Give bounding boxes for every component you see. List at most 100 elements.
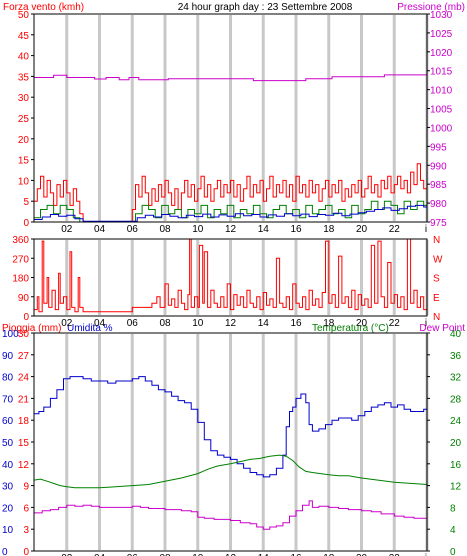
grid-bar-1-2 bbox=[98, 240, 101, 315]
wind-y-tick-0: 0 bbox=[23, 218, 29, 229]
grid-bar-1-11 bbox=[392, 240, 396, 315]
wind-y-tick-50: 50 bbox=[18, 10, 30, 21]
wind-y-tick-45: 45 bbox=[18, 31, 30, 42]
grid-bar-2-7 bbox=[261, 334, 265, 550]
x-tick-label-2-08: 08 bbox=[159, 553, 171, 556]
direction-y-tick-0: 0 bbox=[23, 312, 29, 323]
x-tick-label-1-10: 10 bbox=[192, 318, 204, 329]
x-tick-label-2-04: 04 bbox=[94, 553, 106, 556]
direction-y-tick-270: 270 bbox=[12, 254, 29, 265]
grid-bar-0-4 bbox=[163, 15, 167, 221]
x-tick-label-1-12: 12 bbox=[225, 318, 237, 329]
rain-y-tick-30: 30 bbox=[18, 329, 30, 340]
x-tick-label-0-10: 10 bbox=[192, 224, 204, 235]
x-tick-label-1-18: 18 bbox=[323, 318, 335, 329]
humidity-y-tick-50: 50 bbox=[2, 438, 14, 449]
humidity-y-tick-0: 0 bbox=[2, 547, 8, 556]
grid-bar-1-10 bbox=[360, 240, 363, 315]
pressure-y-tick-990: 990 bbox=[430, 161, 447, 172]
x-tick-label-1-06: 06 bbox=[127, 318, 139, 329]
cardinal-label-2: S bbox=[433, 274, 440, 285]
pressure-y-tick-980: 980 bbox=[430, 199, 447, 210]
humidity-y-tick-80: 80 bbox=[2, 373, 14, 384]
x-tick-label-0-04: 04 bbox=[94, 224, 106, 235]
x-tick-label-0-22: 22 bbox=[389, 224, 401, 235]
x-tick-label-2-22: 22 bbox=[389, 553, 401, 556]
grid-bar-2-1 bbox=[65, 334, 69, 550]
x-tick-label-2-12: 12 bbox=[225, 553, 237, 556]
grid-bar-1-1 bbox=[65, 240, 69, 315]
humidity-y-tick-90: 90 bbox=[2, 351, 14, 362]
grid-bar-1-3 bbox=[130, 240, 134, 315]
x-tick-label-1-08: 08 bbox=[159, 318, 171, 329]
series-wind bbox=[34, 163, 428, 223]
rain-axis-label: Pioggia (mm) bbox=[2, 323, 61, 334]
grid-bar-0-6 bbox=[229, 15, 232, 221]
humidity-y-tick-40: 40 bbox=[2, 460, 14, 471]
grid-bar-1-4 bbox=[163, 240, 167, 315]
rain-y-tick-3: 3 bbox=[23, 525, 29, 536]
humidity-axis-label: Umidita % bbox=[67, 323, 113, 334]
rain-y-tick-27: 27 bbox=[18, 351, 30, 362]
x-tick-label-0-12: 12 bbox=[225, 224, 237, 235]
x-tick-label-2-10: 10 bbox=[192, 553, 204, 556]
grid-bar-2-4 bbox=[163, 334, 167, 550]
direction-y-tick-90: 90 bbox=[18, 293, 30, 304]
grid-bar-0-1 bbox=[65, 15, 69, 221]
grid-bar-0-7 bbox=[261, 15, 265, 221]
temperature-y-tick-8: 8 bbox=[450, 503, 456, 514]
grid-bar-0-11 bbox=[392, 15, 396, 221]
temperature-y-tick-24: 24 bbox=[450, 416, 462, 427]
series-direction bbox=[34, 238, 428, 313]
x-tick-label-0-i: i bbox=[425, 224, 427, 235]
grid-bar-2-5 bbox=[196, 334, 200, 550]
grid-bar-2-11 bbox=[392, 334, 396, 550]
grid-bar-0-8 bbox=[294, 15, 298, 221]
wind-y-tick-40: 40 bbox=[18, 52, 30, 63]
rain-y-tick-15: 15 bbox=[18, 438, 30, 449]
series-humidity bbox=[34, 376, 427, 478]
pressure-y-tick-1025: 1025 bbox=[430, 29, 453, 40]
rain-y-tick-12: 12 bbox=[18, 460, 30, 471]
series-wind_green bbox=[34, 200, 427, 223]
wind-y-tick-5: 5 bbox=[23, 197, 29, 208]
x-tick-label-1-14: 14 bbox=[258, 318, 270, 329]
humidity-y-tick-30: 30 bbox=[2, 482, 14, 493]
pressure-y-tick-1020: 1020 bbox=[430, 48, 453, 59]
wind-y-tick-20: 20 bbox=[18, 135, 30, 146]
x-tick-label-2-16: 16 bbox=[290, 553, 302, 556]
wind-y-tick-35: 35 bbox=[18, 72, 30, 83]
pressure-axis-label: Pressione (mb) bbox=[397, 2, 465, 13]
humidity-y-tick-10: 10 bbox=[2, 525, 14, 536]
x-tick-label-2-02: 02 bbox=[61, 553, 73, 556]
pressure-y-tick-1015: 1015 bbox=[430, 67, 453, 78]
pressure-y-tick-985: 985 bbox=[430, 180, 447, 191]
grid-bar-0-2 bbox=[98, 15, 101, 221]
x-tick-label-0-06: 06 bbox=[127, 224, 139, 235]
rain-y-tick-24: 24 bbox=[18, 373, 30, 384]
rain-y-tick-21: 21 bbox=[18, 394, 30, 405]
x-tick-label-0-14: 14 bbox=[258, 224, 270, 235]
series-dew_point bbox=[34, 500, 428, 530]
temperature-axis-label: Temperatura (°C) bbox=[312, 323, 389, 334]
wind-y-tick-10: 10 bbox=[18, 176, 30, 187]
grid-bar-1-5 bbox=[196, 240, 200, 315]
x-tick-label-0-20: 20 bbox=[356, 224, 368, 235]
grid-bar-0-3 bbox=[130, 15, 134, 221]
grid-bar-2-2 bbox=[98, 334, 101, 550]
humidity-y-tick-20: 20 bbox=[2, 503, 14, 514]
cardinal-label-4: N bbox=[433, 235, 440, 246]
temperature-y-tick-32: 32 bbox=[450, 373, 462, 384]
grid-bar-1-8 bbox=[294, 240, 298, 315]
x-tick-label-1-20: 20 bbox=[356, 318, 368, 329]
x-tick-label-0-18: 18 bbox=[323, 224, 335, 235]
temperature-y-tick-0: 0 bbox=[450, 547, 456, 556]
cardinal-label-1: E bbox=[433, 293, 440, 304]
rain-y-tick-0: 0 bbox=[23, 547, 29, 556]
x-tick-label-1-16: 16 bbox=[290, 318, 302, 329]
pressure-y-tick-975: 975 bbox=[430, 218, 447, 229]
series-wind_avg bbox=[34, 204, 428, 222]
grid-bar-2-8 bbox=[294, 334, 298, 550]
wind-y-tick-15: 15 bbox=[18, 156, 30, 167]
